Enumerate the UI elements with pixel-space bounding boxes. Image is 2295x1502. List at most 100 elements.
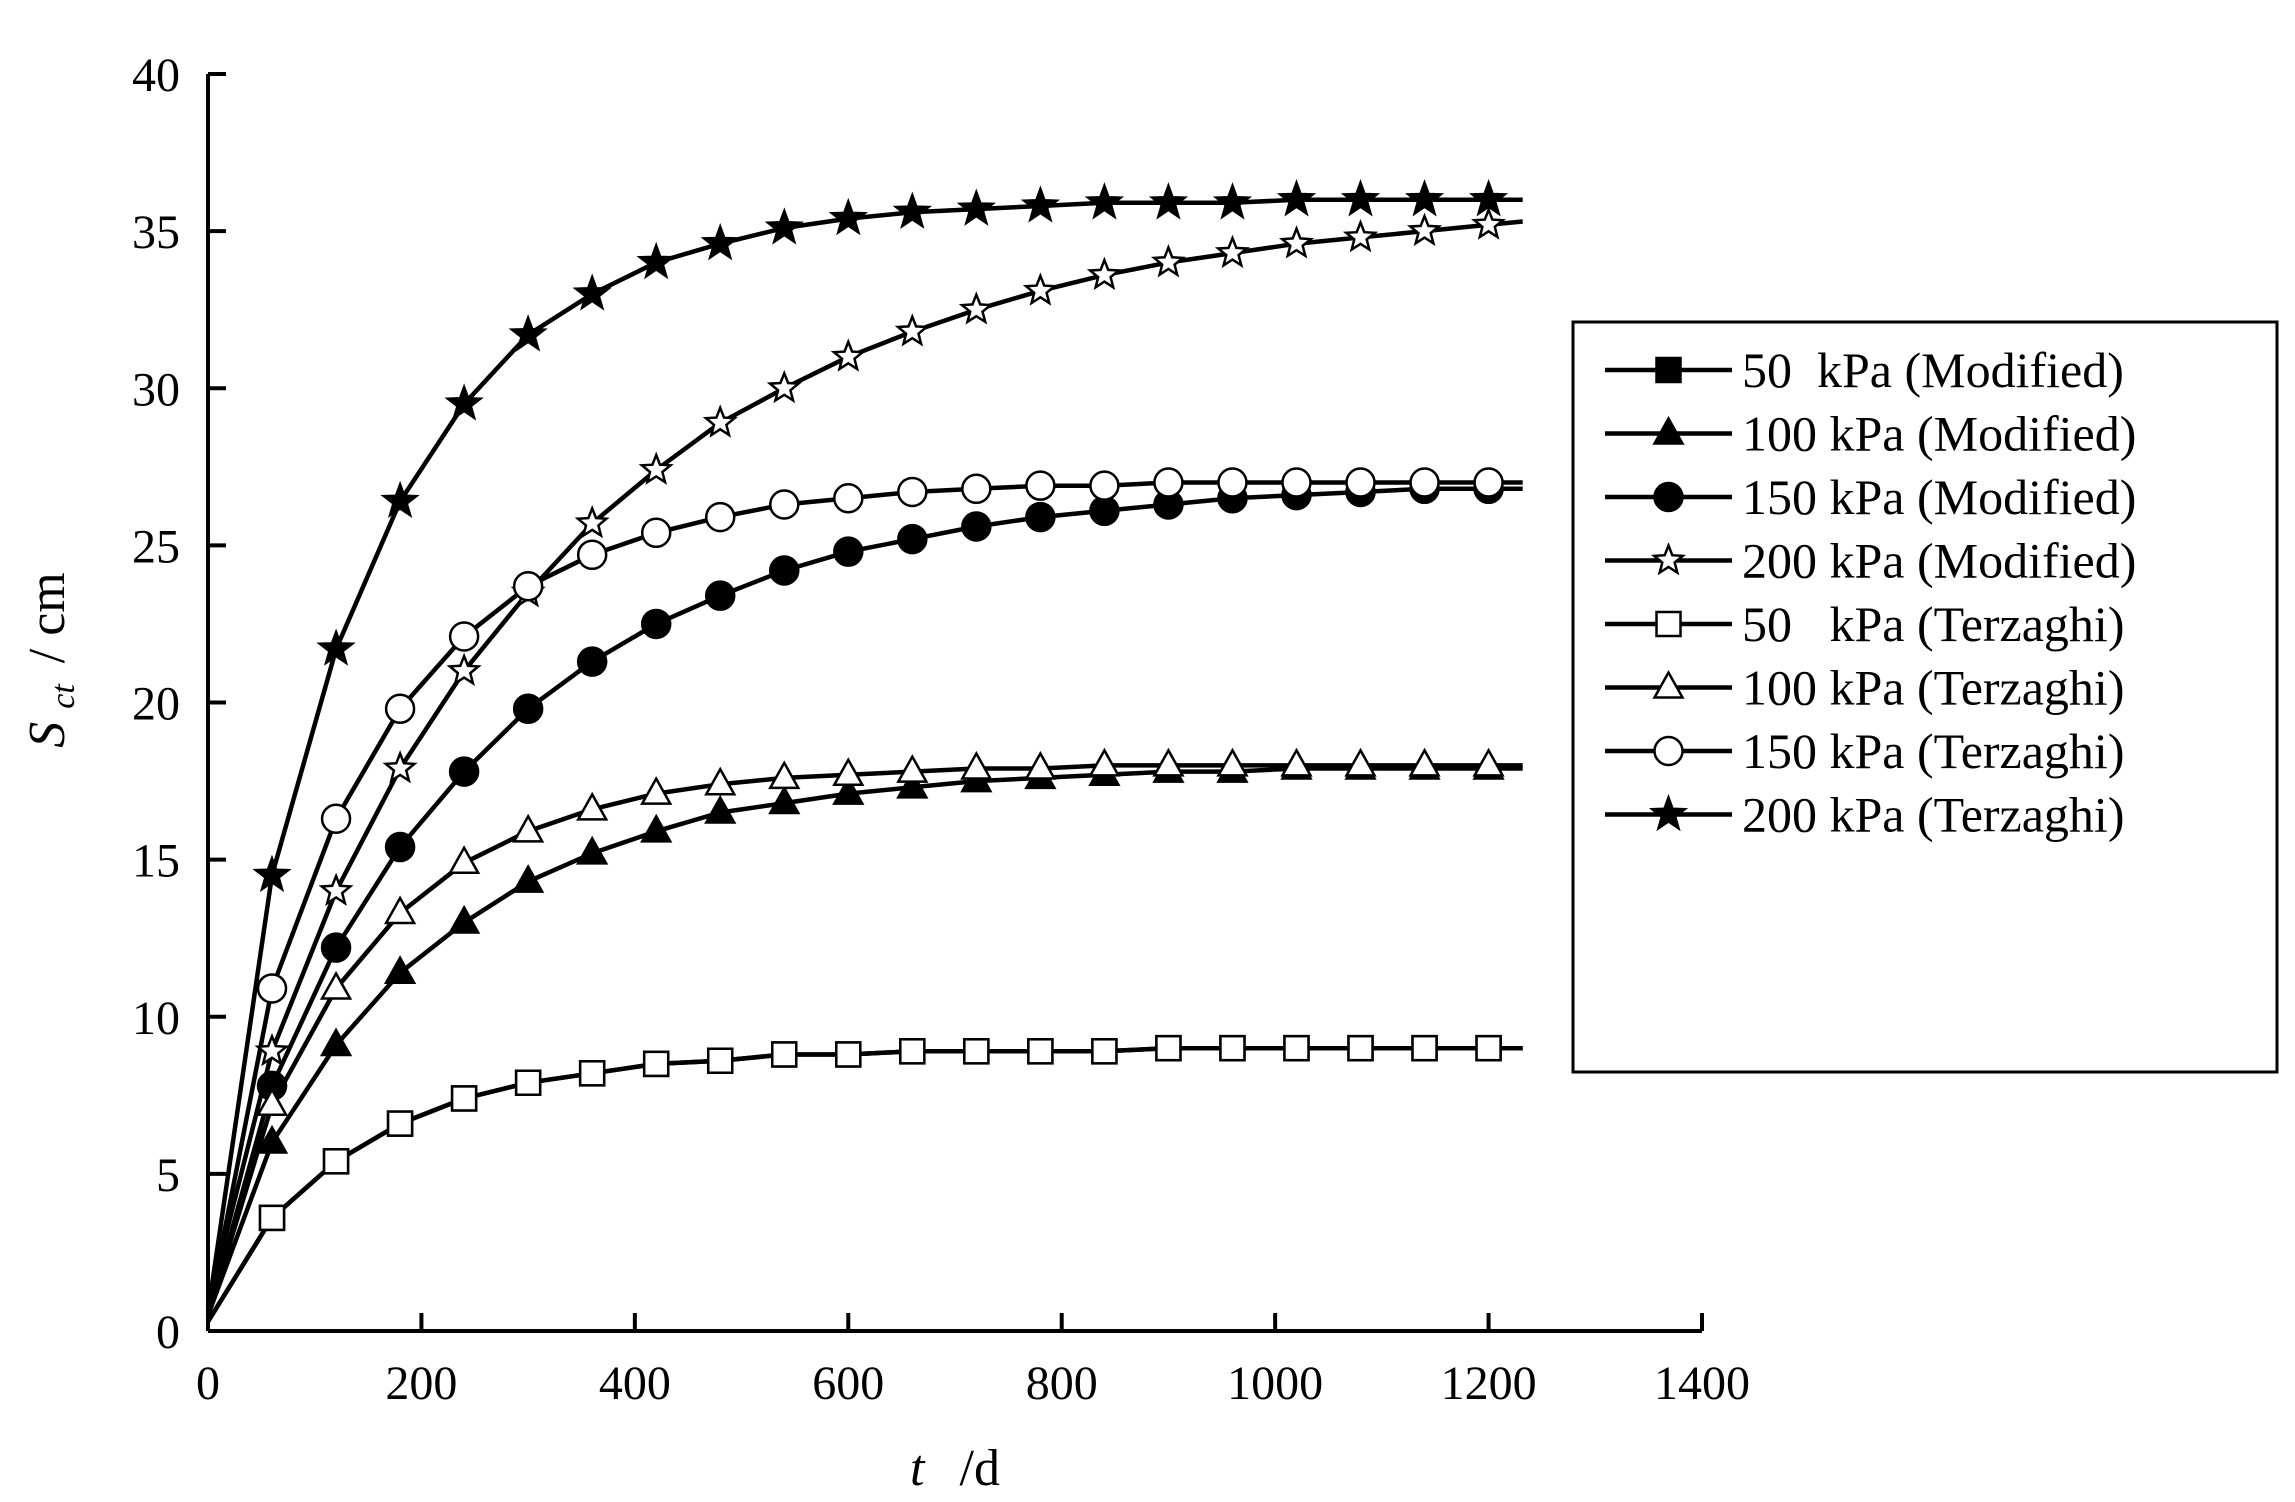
x-tick-label: 400 (599, 1357, 671, 1410)
legend-label-6: 150 kPa (Terzaghi) (1742, 723, 2124, 779)
legend-marker-5 (1652, 669, 1685, 699)
series-3-point (1471, 206, 1507, 240)
series-4-point (835, 1041, 862, 1068)
x-tick-label: 1000 (1227, 1357, 1323, 1410)
series-5-point (704, 766, 737, 796)
series-7-point (828, 197, 869, 236)
y-tick-label: 20 (132, 678, 180, 731)
series-3-point (1342, 218, 1379, 253)
series-5-point (383, 895, 417, 925)
series-line-5 (205, 763, 1523, 1316)
x-tick-label: 0 (196, 1357, 220, 1410)
series-1-point (896, 769, 929, 799)
y-axis-label-unit: / cm (19, 572, 76, 663)
y-tick-label: 30 (132, 363, 180, 416)
series-3-point (382, 750, 418, 784)
series-7-point (1084, 182, 1125, 220)
y-tick-label: 40 (132, 49, 180, 102)
series-3-point (254, 1032, 290, 1067)
series-6-point (1409, 467, 1440, 498)
series-line-6 (205, 480, 1523, 1316)
series-1-point (447, 904, 481, 934)
series-5-point (1280, 747, 1313, 777)
series-5-point (1408, 747, 1441, 777)
series-6-point (1217, 467, 1248, 498)
series-5-point (255, 1087, 289, 1116)
series-7-point (1276, 179, 1317, 217)
series-6-point (448, 621, 480, 652)
series-7-point (636, 241, 676, 280)
series-5-point (640, 776, 673, 805)
legend-marker-6 (1653, 735, 1684, 767)
series-7-point (316, 628, 356, 666)
series-5-point (1024, 750, 1057, 780)
series-7-point (764, 207, 804, 245)
series-7-point (1340, 179, 1381, 217)
series-3-point (574, 504, 610, 539)
series-4-point (1219, 1034, 1246, 1062)
series-5-point (1152, 747, 1185, 777)
series-4-point (1091, 1038, 1118, 1065)
x-tick-label: 200 (385, 1357, 457, 1410)
series-1-point (255, 1124, 289, 1154)
series-2-point (833, 536, 864, 567)
series-5-point (576, 791, 609, 821)
series-4-point (963, 1038, 990, 1065)
series-6-point (1473, 467, 1504, 498)
series-5-point (960, 750, 993, 780)
x-tick-label: 1400 (1654, 1357, 1750, 1410)
series-3-point (958, 291, 994, 325)
series-3-point (638, 451, 674, 485)
series-5-point (896, 754, 929, 783)
legend-label-5: 100 kPa (Terzaghi) (1742, 660, 2124, 716)
series-6-point (384, 693, 416, 725)
y-tick-label: 5 (156, 1149, 180, 1202)
series-2-point (576, 646, 608, 677)
x-tick-label: 800 (1026, 1357, 1098, 1410)
series-4-point (322, 1148, 350, 1175)
series-5-point (1344, 747, 1377, 777)
x-axis-label: t /d (910, 1440, 1000, 1497)
series-2-point (320, 932, 352, 963)
y-tick-label: 10 (132, 992, 180, 1045)
series-6-point (1089, 470, 1120, 501)
series-6-point (704, 501, 736, 533)
series-1-point (768, 785, 801, 815)
series-4-point (1411, 1034, 1438, 1062)
series-line-0 (206, 1045, 1523, 1323)
series-5-point (768, 760, 801, 790)
series-2-point (961, 511, 992, 542)
legend-marker-1 (1652, 415, 1685, 445)
legend-label-1: 100 kPa (Modified) (1742, 406, 2136, 462)
series-4-point (1347, 1034, 1374, 1062)
series-4-point (514, 1069, 542, 1096)
legend-label-4: 50 kPa (Terzaghi) (1742, 596, 2124, 652)
series-4-point (706, 1047, 734, 1074)
series-7-point (252, 854, 292, 893)
x-tick-label: 600 (812, 1357, 884, 1410)
plot-markers (252, 179, 1509, 1232)
legend: 50 kPa (Modified) 100 kPa (Modified) 150 k… (1571, 320, 2279, 1074)
series-3-point (1150, 244, 1186, 278)
series-4-point (642, 1050, 670, 1078)
axes: 0 200 400 600 800 1000 1200 1400 0 5 10 15 20 25 30 35 4… (132, 49, 1750, 1410)
series-1-point (512, 864, 545, 893)
series-6-point (769, 489, 800, 520)
series-6-point (576, 539, 608, 571)
series-3-point (1022, 272, 1058, 306)
y-axis-label-main: S (19, 722, 76, 748)
series-7-point (1404, 179, 1445, 217)
series-7-point (1468, 179, 1509, 217)
y-tick-label: 25 (132, 520, 180, 573)
series-line-2 (205, 486, 1523, 1316)
series-4-point (578, 1060, 606, 1087)
y-tick-label: 15 (132, 835, 180, 888)
series-7-point (508, 314, 548, 352)
series-7-point (700, 223, 740, 261)
series-6-point (1025, 470, 1056, 501)
series-4-point (1475, 1034, 1502, 1062)
series-7-point (1020, 185, 1060, 223)
x-tick-label: 1200 (1441, 1357, 1537, 1410)
y-tick-label: 35 (132, 206, 180, 259)
